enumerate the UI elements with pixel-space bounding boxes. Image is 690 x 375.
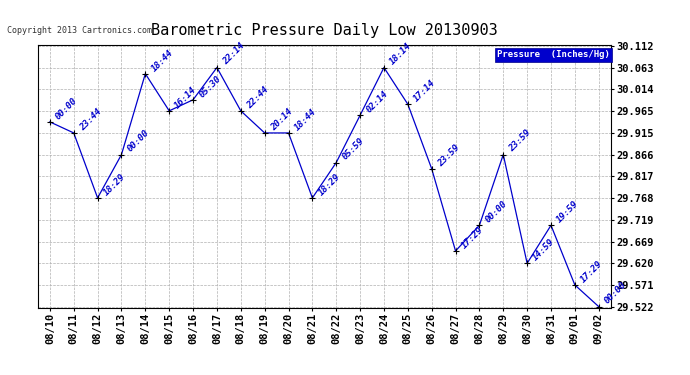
Text: 18:14: 18:14: [388, 41, 413, 67]
Text: 17:29: 17:29: [460, 225, 485, 250]
Text: 22:14: 22:14: [221, 41, 246, 67]
Text: 20:14: 20:14: [269, 107, 294, 132]
Text: 19:59: 19:59: [555, 199, 580, 225]
Text: 00:00: 00:00: [54, 96, 79, 121]
Text: 17:14: 17:14: [412, 78, 437, 104]
Text: 18:44: 18:44: [293, 107, 318, 132]
Text: 02:14: 02:14: [364, 89, 390, 114]
Text: 18:29: 18:29: [101, 172, 127, 197]
Text: 00:00: 00:00: [484, 199, 509, 225]
Text: 23:44: 23:44: [78, 107, 104, 132]
Text: 18:29: 18:29: [317, 172, 342, 197]
Text: 17:29: 17:29: [579, 259, 604, 284]
Text: 14:59: 14:59: [531, 237, 557, 262]
Text: 16:14: 16:14: [173, 85, 199, 110]
Text: Pressure  (Inches/Hg): Pressure (Inches/Hg): [497, 50, 610, 59]
Text: 18:44: 18:44: [150, 48, 175, 73]
Text: Barometric Pressure Daily Low 20130903: Barometric Pressure Daily Low 20130903: [151, 22, 497, 38]
Text: 23:59: 23:59: [507, 129, 533, 154]
Text: 22:44: 22:44: [245, 85, 270, 110]
Text: 23:59: 23:59: [436, 142, 461, 168]
Text: Copyright 2013 Cartronics.com: Copyright 2013 Cartronics.com: [7, 26, 152, 35]
Text: 05:59: 05:59: [340, 136, 366, 162]
Text: 05:30: 05:30: [197, 74, 223, 99]
Text: 00:00: 00:00: [603, 280, 629, 306]
Text: 00:00: 00:00: [126, 129, 151, 154]
